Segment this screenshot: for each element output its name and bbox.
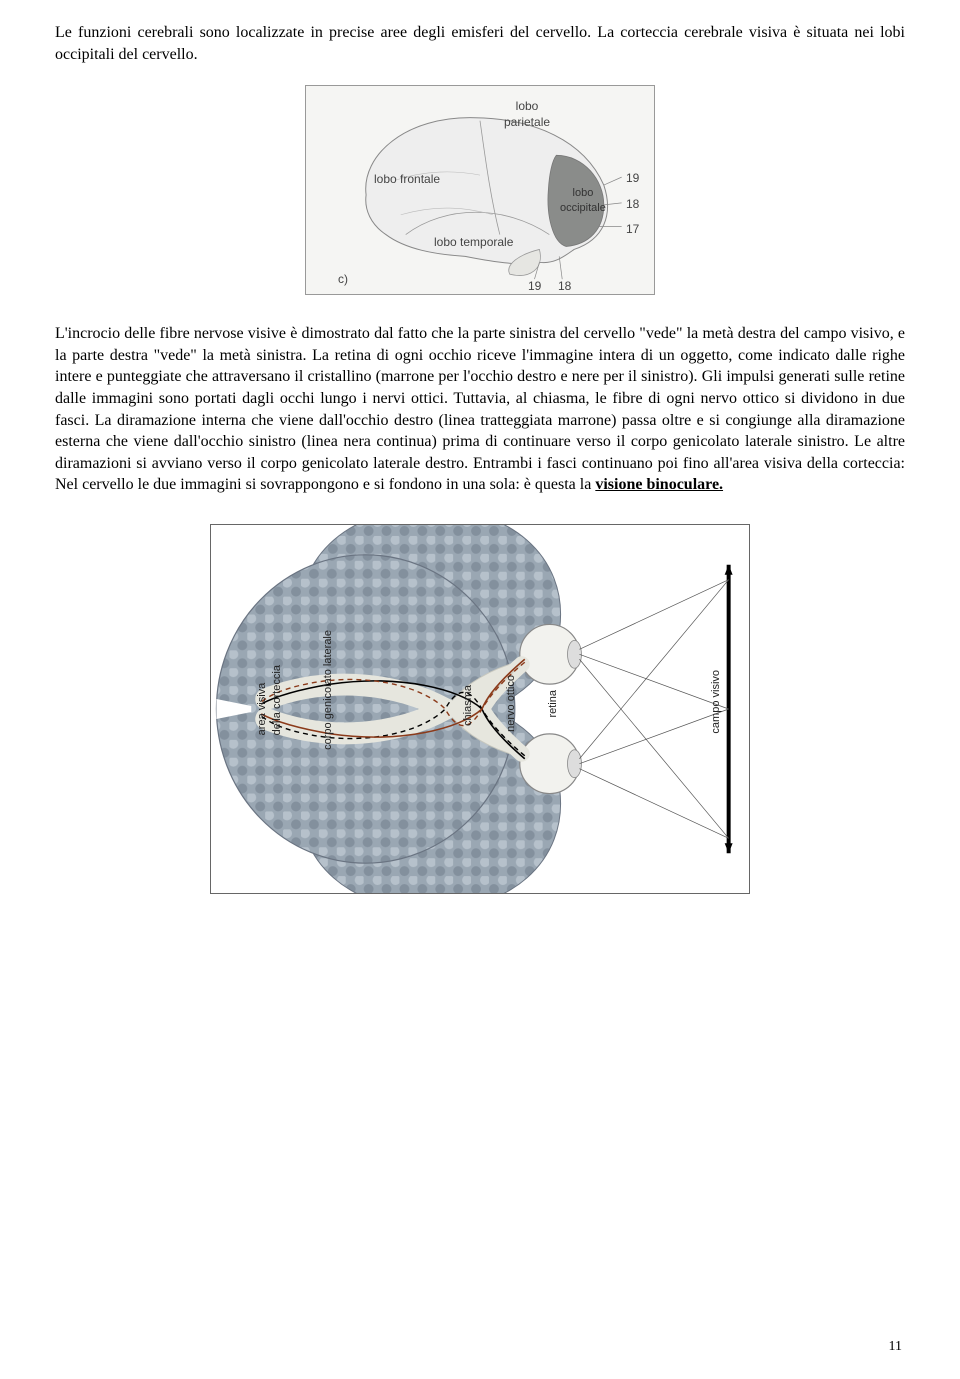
- main-paragraph: L'incrocio delle fibre nervose visive è …: [55, 323, 905, 496]
- label-panel-c: c): [338, 271, 348, 287]
- binocular-svg: [211, 525, 749, 893]
- intro-paragraph: Le funzioni cerebrali sono localizzate i…: [55, 22, 905, 65]
- figure-binocular-vision: area visiva della corteccia corpo genico…: [210, 524, 750, 894]
- label-num-18b: 18: [558, 278, 571, 294]
- label-chiasma: chiasma: [461, 685, 476, 726]
- visione-binoculare-term: visione binoculare.: [595, 476, 723, 493]
- label-lobo-frontale: lobo frontale: [374, 171, 440, 187]
- figure-brain-lobes: lobo frontale lobo parietale lobo tempor…: [305, 85, 655, 295]
- label-nervo-ottico: nervo ottico: [504, 675, 519, 732]
- page-number: 11: [889, 1338, 902, 1357]
- main-text-body: L'incrocio delle fibre nervose visive è …: [55, 325, 905, 493]
- label-lobo-parietale: lobo parietale: [504, 98, 550, 130]
- label-campo-visivo: campo visivo: [709, 670, 724, 734]
- label-num-19b: 19: [528, 278, 541, 294]
- label-lobo-occipitale: lobo occipitale: [560, 186, 606, 216]
- label-num-17: 17: [626, 221, 639, 237]
- label-num-19a: 19: [626, 170, 639, 186]
- label-num-18a: 18: [626, 196, 639, 212]
- label-retina: retina: [546, 690, 561, 718]
- label-corpo-genicolato: corpo genicolato laterale: [321, 630, 336, 750]
- label-area-visiva: area visiva della corteccia: [255, 665, 285, 735]
- label-lobo-temporale: lobo temporale: [434, 234, 513, 250]
